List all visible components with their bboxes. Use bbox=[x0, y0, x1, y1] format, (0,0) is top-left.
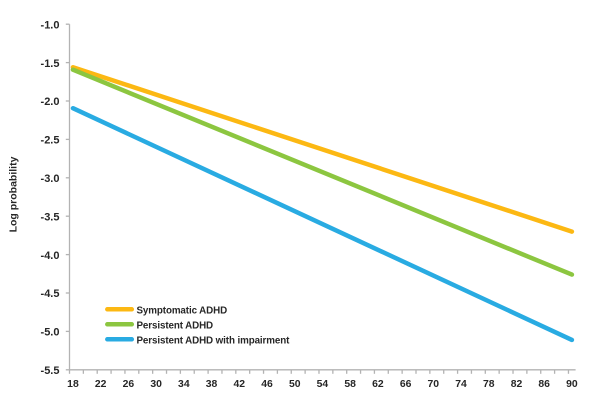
svg-text:86: 86 bbox=[538, 379, 550, 390]
svg-text:Persistent ADHD with impairmen: Persistent ADHD with impairment bbox=[137, 335, 291, 346]
svg-text:34: 34 bbox=[178, 379, 190, 390]
svg-text:66: 66 bbox=[400, 379, 412, 390]
svg-text:70: 70 bbox=[428, 379, 440, 390]
svg-text:-5.0: -5.0 bbox=[41, 327, 60, 339]
svg-text:-2.0: -2.0 bbox=[41, 96, 60, 108]
svg-text:82: 82 bbox=[511, 379, 523, 390]
svg-text:-4.5: -4.5 bbox=[41, 288, 60, 300]
svg-text:22: 22 bbox=[95, 379, 107, 390]
svg-text:58: 58 bbox=[344, 379, 356, 390]
svg-text:-1.0: -1.0 bbox=[41, 19, 60, 31]
svg-text:-3.0: -3.0 bbox=[41, 173, 60, 185]
svg-text:26: 26 bbox=[123, 379, 135, 390]
svg-text:-2.5: -2.5 bbox=[41, 135, 60, 147]
svg-text:90: 90 bbox=[566, 379, 578, 390]
svg-text:Persistent ADHD: Persistent ADHD bbox=[137, 320, 214, 331]
svg-text:46: 46 bbox=[261, 379, 273, 390]
svg-text:Symptomatic ADHD: Symptomatic ADHD bbox=[137, 305, 228, 316]
svg-text:30: 30 bbox=[150, 379, 162, 390]
svg-text:Log probability: Log probability bbox=[8, 156, 20, 232]
svg-text:-1.5: -1.5 bbox=[41, 58, 60, 70]
svg-text:50: 50 bbox=[289, 379, 301, 390]
svg-text:18: 18 bbox=[67, 379, 79, 390]
svg-text:74: 74 bbox=[455, 379, 467, 390]
svg-text:78: 78 bbox=[483, 379, 495, 390]
svg-text:54: 54 bbox=[317, 379, 329, 390]
svg-text:42: 42 bbox=[233, 379, 245, 390]
svg-text:-5.5: -5.5 bbox=[41, 365, 60, 377]
svg-text:-4.0: -4.0 bbox=[41, 250, 60, 262]
svg-text:62: 62 bbox=[372, 379, 384, 390]
svg-text:-3.5: -3.5 bbox=[41, 211, 60, 223]
svg-text:38: 38 bbox=[206, 379, 218, 390]
